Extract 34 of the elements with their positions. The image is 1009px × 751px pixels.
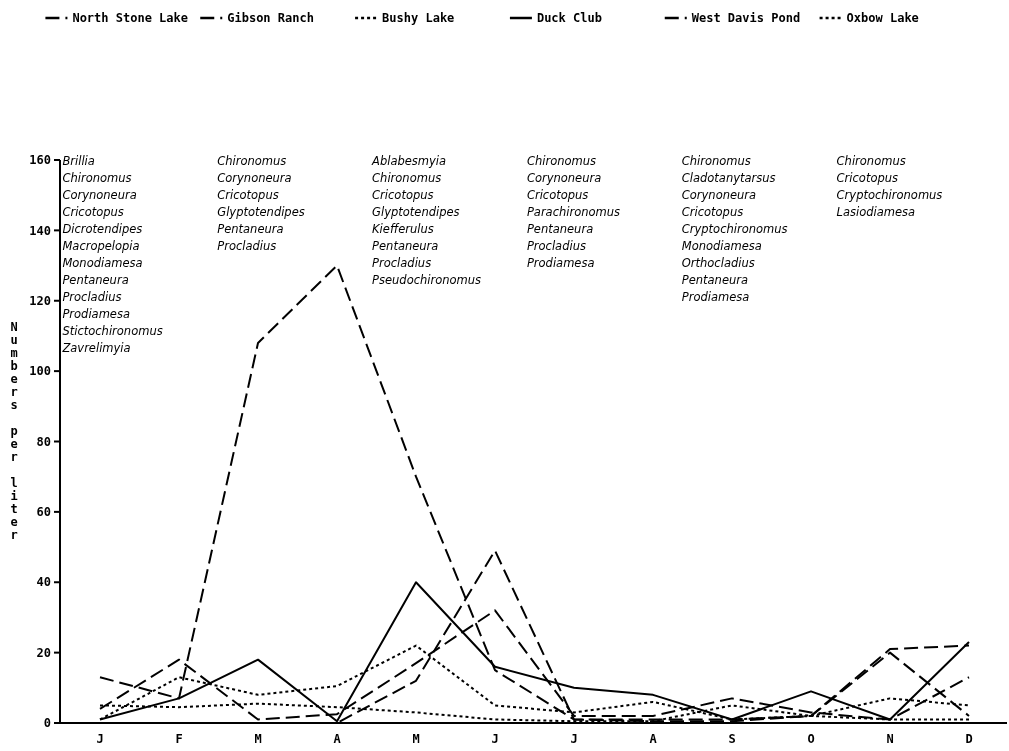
x-tick-label: M <box>254 732 262 746</box>
x-tick-label: A <box>649 732 658 746</box>
y-tick-label: 100 <box>29 364 51 379</box>
text: Chironomus Cladotanytarsus Corynoneura Cricotopus Cryptochironomus Monodiamesa Orthocladius Pentaneura Prodiamesa <box>681 154 788 304</box>
y-tick-label: 80 <box>36 434 51 449</box>
x-tick-label: S <box>728 732 736 746</box>
x-tick-label: A <box>333 732 342 746</box>
x-tick-label: J <box>491 732 499 746</box>
y-tick-label: 140 <box>29 223 51 238</box>
y-tick-label: 20 <box>36 645 51 660</box>
legend-label: West Davis Pond <box>691 11 801 25</box>
x-tick-label: D <box>965 732 973 746</box>
y-tick-label: 120 <box>29 293 51 308</box>
x-tick-label: J <box>96 732 104 746</box>
y-tick-label: 40 <box>36 575 51 590</box>
x-tick-label: N <box>886 732 894 746</box>
legend-label: North Stone Lake <box>72 11 189 25</box>
annotation: Chironomus Corynoneura Cricotopus Glyptotendipes Pentaneura Procladius <box>217 154 305 253</box>
x-tick-label: O <box>807 732 815 746</box>
text: Numbers per liter <box>10 320 18 542</box>
legend-label: Gibson Ranch <box>227 11 314 25</box>
annotation: Ablabesmyia Chironomus Cricotopus Glyptotendipes Kiefferulus Pentaneura Procladius Pseudochironomus <box>371 154 482 287</box>
text: Brillia Chironomus Corynoneura Cricotopus Dicrotendipes Macropelopia Monodiamesa Pentaneura Procladius Prodiamesa Stictochironomus Zavrelimyia <box>62 154 163 355</box>
y-tick-label: 160 <box>29 153 51 168</box>
legend-label: Bushy Lake <box>382 11 455 25</box>
x-tick-label: M <box>412 732 420 746</box>
x-tick-label: J <box>570 732 578 746</box>
legend-label: Oxbow Lake <box>846 11 919 25</box>
y-tick-label: 60 <box>36 505 51 520</box>
annotation: Chironomus Corynoneura Cricotopus Parachironomus Pentaneura Procladius Prodiamesa <box>526 154 621 270</box>
legend-label: Duck Club <box>536 11 602 25</box>
x-tick-label: F <box>175 732 183 746</box>
y-tick-label: 0 <box>43 716 51 731</box>
annotation: Chironomus Cricotopus Cryptochironomus Lasiodiamesa <box>836 154 943 219</box>
